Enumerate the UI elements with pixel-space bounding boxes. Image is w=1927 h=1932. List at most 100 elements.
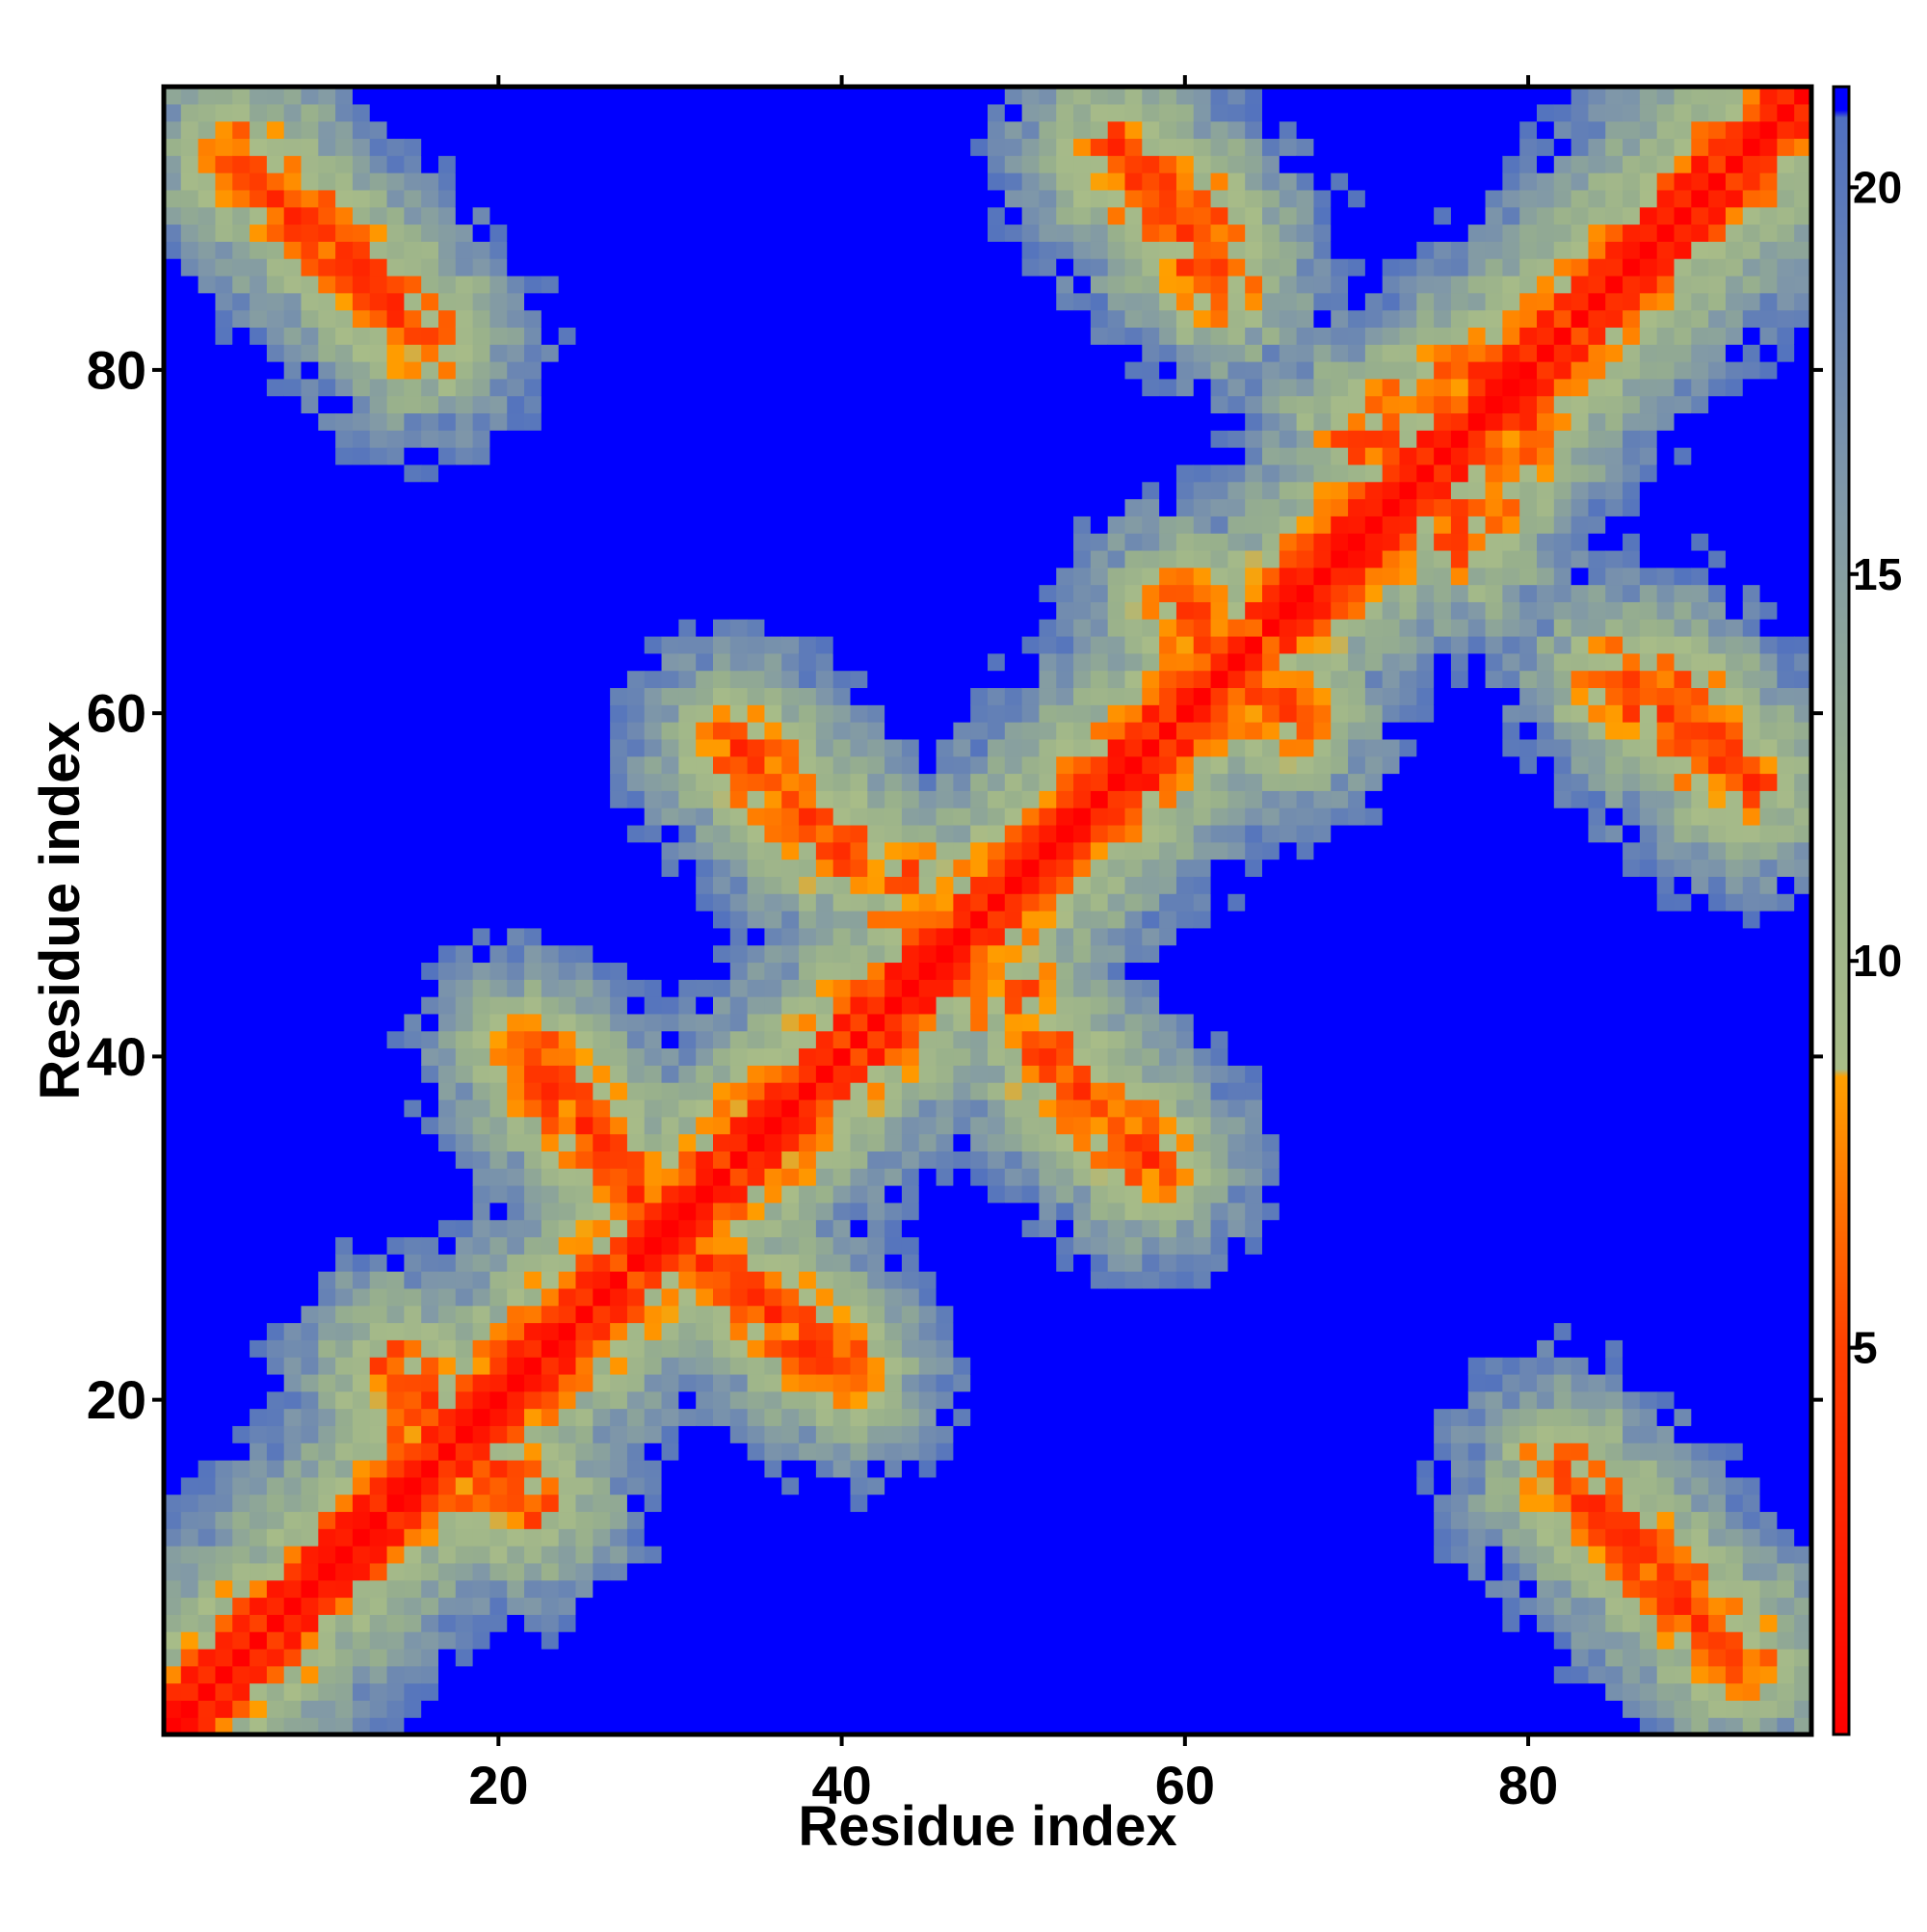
heatmap-cell xyxy=(713,1322,731,1340)
heatmap-cell xyxy=(781,979,800,997)
heatmap-cell xyxy=(489,1494,508,1513)
heatmap-cell xyxy=(524,412,542,431)
heatmap-cell xyxy=(352,361,371,380)
heatmap-cell xyxy=(850,447,868,465)
heatmap-cell xyxy=(283,1271,303,1289)
heatmap-cell xyxy=(867,463,885,483)
heatmap-cell xyxy=(644,1133,663,1151)
heatmap-cell xyxy=(524,447,542,465)
heatmap-cell xyxy=(266,120,285,140)
heatmap-cell xyxy=(867,206,885,225)
heatmap-cell xyxy=(541,1717,560,1735)
heatmap-cell xyxy=(472,670,491,689)
heatmap-cell xyxy=(918,962,937,980)
heatmap-cell xyxy=(558,309,577,328)
heatmap-cell xyxy=(867,516,885,534)
heatmap-cell xyxy=(232,1511,251,1529)
heatmap-cell xyxy=(799,859,817,877)
heatmap-cell xyxy=(489,893,508,912)
heatmap-cell xyxy=(901,876,920,894)
heatmap-cell xyxy=(696,206,714,225)
heatmap-cell xyxy=(626,1202,646,1221)
heatmap-cell xyxy=(593,87,611,105)
heatmap-cell xyxy=(369,412,388,431)
heatmap-cell xyxy=(936,155,954,173)
heatmap-cell xyxy=(386,1202,405,1221)
heatmap-cell xyxy=(318,1373,336,1392)
heatmap-cell xyxy=(815,549,834,569)
heatmap-cell xyxy=(729,241,749,259)
heatmap-cell xyxy=(472,87,491,105)
heatmap-cell xyxy=(626,292,646,311)
heatmap-cell xyxy=(507,1717,525,1735)
heatmap-cell xyxy=(489,138,508,156)
heatmap-cell xyxy=(438,1579,457,1599)
heatmap-cell xyxy=(215,824,233,843)
heatmap-cell xyxy=(815,463,834,483)
heatmap-cell xyxy=(455,687,474,705)
heatmap-cell xyxy=(729,722,749,740)
heatmap-cell xyxy=(918,1511,937,1529)
heatmap-cell xyxy=(747,1133,766,1151)
heatmap-cell xyxy=(541,344,560,362)
heatmap-cell xyxy=(352,1390,371,1410)
heatmap-cell xyxy=(421,962,439,980)
heatmap-cell xyxy=(369,87,388,105)
heatmap-cell xyxy=(575,773,594,791)
heatmap-cell xyxy=(953,1408,971,1426)
heatmap-cell xyxy=(953,1271,971,1289)
heatmap-cell xyxy=(352,1700,371,1718)
heatmap-cell xyxy=(352,463,371,483)
heatmap-cell xyxy=(678,670,697,689)
heatmap-cell xyxy=(713,1579,731,1599)
heatmap-cell xyxy=(988,1425,1006,1443)
heatmap-cell xyxy=(970,773,989,791)
heatmap-cell xyxy=(953,1528,971,1547)
heatmap-cell xyxy=(524,636,542,654)
heatmap-cell xyxy=(421,463,439,483)
heatmap-cell xyxy=(747,944,766,964)
heatmap-cell xyxy=(575,1116,594,1135)
heatmap-cell xyxy=(626,859,646,877)
heatmap-cell xyxy=(850,1700,868,1718)
heatmap-cell xyxy=(781,1665,800,1684)
heatmap-cell xyxy=(988,1287,1006,1307)
heatmap-cell xyxy=(438,378,457,397)
heatmap-cell xyxy=(884,1631,903,1650)
heatmap-cell xyxy=(884,103,903,122)
heatmap-cell xyxy=(953,498,971,516)
heatmap-cell xyxy=(232,1098,251,1118)
heatmap-cell xyxy=(970,412,989,431)
heatmap-cell xyxy=(747,549,766,569)
heatmap-cell xyxy=(610,1476,628,1495)
heatmap-cell xyxy=(729,996,749,1015)
heatmap-cell xyxy=(558,206,577,225)
heatmap-cell xyxy=(318,1271,336,1289)
heatmap-cell xyxy=(832,1219,852,1238)
heatmap-cell xyxy=(970,911,989,929)
heatmap-cell xyxy=(369,876,388,894)
heatmap-cell xyxy=(970,430,989,448)
heatmap-cell xyxy=(489,979,508,997)
heatmap-cell xyxy=(250,361,268,380)
heatmap-cell xyxy=(1004,155,1023,173)
heatmap-cell xyxy=(180,1133,199,1151)
heatmap-cell xyxy=(489,1631,508,1650)
heatmap-cell xyxy=(832,138,852,156)
heatmap-cell xyxy=(541,189,560,208)
heatmap-cell xyxy=(318,344,336,362)
heatmap-cell xyxy=(507,241,525,259)
heatmap-cell xyxy=(626,241,646,259)
heatmap-cell xyxy=(198,944,217,964)
heatmap-cell xyxy=(558,567,577,586)
heatmap-cell xyxy=(626,1082,646,1100)
heatmap-cell xyxy=(524,652,542,672)
heatmap-cell xyxy=(884,1287,903,1307)
heatmap-cell xyxy=(352,584,371,602)
heatmap-cell xyxy=(404,927,422,946)
heatmap-cell xyxy=(696,1700,714,1718)
heatmap-cell xyxy=(1021,378,1041,397)
heatmap-cell xyxy=(455,1047,474,1066)
heatmap-cell xyxy=(232,1185,251,1204)
heatmap-cell xyxy=(1056,1700,1074,1718)
